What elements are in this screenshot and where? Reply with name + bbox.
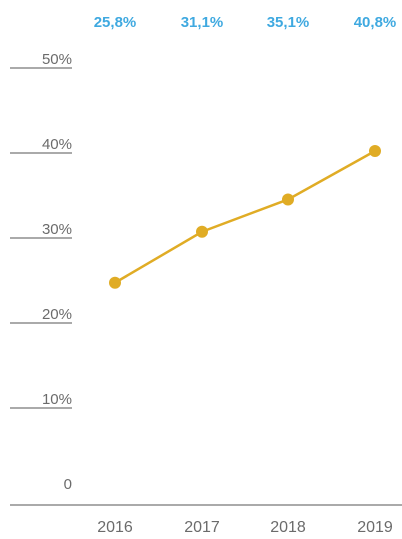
y-tick-label: 50% bbox=[42, 51, 72, 68]
x-axis-labels: 2016 2017 2018 2019 bbox=[97, 519, 393, 536]
data-point bbox=[196, 225, 208, 238]
data-point bbox=[282, 193, 294, 206]
data-point bbox=[369, 145, 381, 157]
series-line bbox=[114, 149, 376, 284]
y-tick-label: 10% bbox=[42, 391, 72, 408]
y-tick-label: 20% bbox=[42, 306, 72, 323]
data-point bbox=[109, 276, 121, 289]
x-tick-label: 2019 bbox=[357, 519, 393, 534]
y-axis: 0 10% 20% 30% 40% 50% bbox=[10, 51, 72, 493]
data-label: 31,1% bbox=[181, 14, 224, 31]
y-tick-label: 0 bbox=[64, 476, 72, 493]
x-tick-label: 2016 bbox=[97, 519, 133, 534]
data-label: 35,1% bbox=[267, 14, 310, 31]
y-tick-label: 40% bbox=[42, 136, 72, 153]
x-tick-label: 2017 bbox=[184, 519, 220, 534]
y-tick-label: 30% bbox=[42, 221, 72, 238]
data-points bbox=[109, 145, 381, 289]
data-labels: 25,8% 31,1% 35,1% 40,8% bbox=[94, 14, 397, 31]
data-label: 25,8% bbox=[94, 14, 137, 31]
data-label: 40,8% bbox=[354, 14, 397, 31]
x-tick-label: 2018 bbox=[270, 519, 306, 534]
